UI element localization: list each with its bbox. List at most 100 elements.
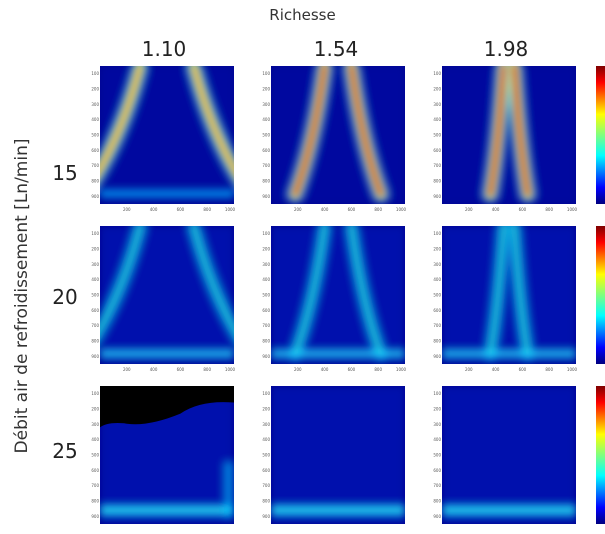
- y-tick-label: 400: [262, 117, 270, 122]
- y-tick-label: 500: [262, 133, 270, 138]
- cooling-air-flow-axis-title: Débit air de refroidissement [Ln/min]: [12, 138, 32, 454]
- x-tick-label: 800: [374, 367, 382, 372]
- x-tick-label: 600: [348, 367, 356, 372]
- y-tick-label: 900: [433, 514, 441, 519]
- y-tick-label: 400: [433, 437, 441, 442]
- x-tick-label: 400: [492, 207, 500, 212]
- colorbar: [596, 226, 605, 364]
- y-tick-label: 300: [433, 262, 441, 267]
- x-tick-label: 1000: [567, 367, 578, 372]
- y-tick-label: 300: [91, 422, 99, 427]
- y-tick-label: 700: [91, 323, 99, 328]
- y-tick-label: 600: [433, 148, 441, 153]
- y-tick-label: 500: [433, 133, 441, 138]
- y-tick-label: 100: [262, 71, 270, 76]
- y-tick-label: 800: [262, 499, 270, 504]
- row-label-20: 20: [52, 285, 78, 309]
- y-tick-label: 600: [262, 468, 270, 473]
- heatmap-panel-r3-c3: 100 200 300 400 500 600 700 800 900: [428, 384, 580, 534]
- y-tick-label: 100: [262, 231, 270, 236]
- x-tick-label: 1000: [396, 367, 407, 372]
- y-tick-label: 700: [262, 163, 270, 168]
- plume-contour: [292, 226, 328, 358]
- y-tick-label: 600: [91, 468, 99, 473]
- y-tick-label: 600: [433, 468, 441, 473]
- x-tick-label: 800: [203, 207, 211, 212]
- y-tick-label: 500: [433, 453, 441, 458]
- y-tick-label: 300: [91, 102, 99, 107]
- heatmap-panel-r1-c2: 100 200 300 400 500 600 700 800 900 200 400 600 800 1…: [257, 64, 409, 214]
- y-tick-label: 500: [433, 293, 441, 298]
- plume-contour: [100, 226, 144, 335]
- y-tick-label: 500: [262, 453, 270, 458]
- y-tick-label: 100: [91, 71, 99, 76]
- y-tick-label: 400: [91, 117, 99, 122]
- plume-contour: [488, 66, 506, 196]
- x-tick-label: 400: [150, 207, 158, 212]
- y-tick-label: 200: [433, 87, 441, 92]
- heatmap-panel-r2-c2: 100 200 300 400 500 600 700 800 900 200 400 600 800 1…: [257, 224, 409, 374]
- x-tick-label: 200: [465, 207, 473, 212]
- plume-contour: [293, 66, 327, 196]
- x-tick-label: 200: [123, 207, 131, 212]
- y-tick-label: 400: [433, 277, 441, 282]
- y-tick-label: 900: [91, 514, 99, 519]
- y-tick-label: 200: [91, 87, 99, 92]
- y-tick-label: 400: [262, 437, 270, 442]
- x-tick-label: 800: [203, 367, 211, 372]
- y-tick-label: 600: [91, 308, 99, 313]
- y-tick-label: 800: [262, 339, 270, 344]
- x-tick-label: 800: [374, 207, 382, 212]
- y-tick-label: 900: [433, 354, 441, 359]
- x-tick-label: 400: [492, 367, 500, 372]
- plume-contour: [100, 66, 142, 172]
- x-tick-label: 800: [545, 207, 553, 212]
- colorbar: [596, 386, 605, 524]
- column-label-1-54: 1.54: [313, 37, 359, 61]
- x-tick-label: 200: [294, 367, 302, 372]
- heatmap-panel-r3-c1: 100 200 300 400 500 600 700 800 900: [86, 384, 238, 534]
- column-label-1-98: 1.98: [483, 37, 529, 61]
- y-tick-label: 100: [433, 391, 441, 396]
- y-tick-label: 800: [262, 179, 270, 184]
- y-tick-label: 100: [91, 391, 99, 396]
- y-tick-label: 800: [91, 499, 99, 504]
- x-tick-label: 600: [348, 207, 356, 212]
- y-tick-label: 200: [91, 407, 99, 412]
- y-tick-label: 900: [91, 354, 99, 359]
- y-axis-title-container: Débit air de refroidissement [Ln/min]: [0, 0, 40, 531]
- y-tick-label: 200: [262, 247, 270, 252]
- y-tick-label: 700: [91, 483, 99, 488]
- y-tick-label: 600: [262, 308, 270, 313]
- plume-contour: [487, 226, 507, 358]
- y-tick-label: 400: [91, 437, 99, 442]
- y-tick-label: 900: [262, 514, 270, 519]
- richesse-axis-title: Richesse: [269, 6, 336, 24]
- y-tick-label: 900: [91, 194, 99, 199]
- y-tick-label: 700: [433, 163, 441, 168]
- x-tick-label: 200: [294, 207, 302, 212]
- y-tick-label: 500: [91, 453, 99, 458]
- x-tick-label: 1000: [396, 207, 407, 212]
- y-tick-label: 800: [433, 179, 441, 184]
- y-tick-label: 500: [91, 293, 99, 298]
- y-tick-label: 200: [262, 407, 270, 412]
- y-tick-label: 200: [262, 87, 270, 92]
- plume-contour: [511, 226, 531, 358]
- y-tick-label: 100: [91, 231, 99, 236]
- x-tick-label: 600: [177, 367, 185, 372]
- y-tick-label: 400: [433, 117, 441, 122]
- y-tick-label: 600: [262, 148, 270, 153]
- plume-contour: [192, 66, 234, 172]
- y-tick-label: 600: [433, 308, 441, 313]
- y-tick-label: 300: [262, 422, 270, 427]
- y-tick-label: 500: [262, 293, 270, 298]
- column-label-1-10: 1.10: [141, 37, 187, 61]
- x-tick-label: 800: [545, 367, 553, 372]
- x-tick-label: 1000: [225, 367, 236, 372]
- x-tick-label: 400: [321, 367, 329, 372]
- y-tick-label: 100: [433, 71, 441, 76]
- y-tick-label: 900: [433, 194, 441, 199]
- x-tick-label: 400: [150, 367, 158, 372]
- x-tick-label: 600: [177, 207, 185, 212]
